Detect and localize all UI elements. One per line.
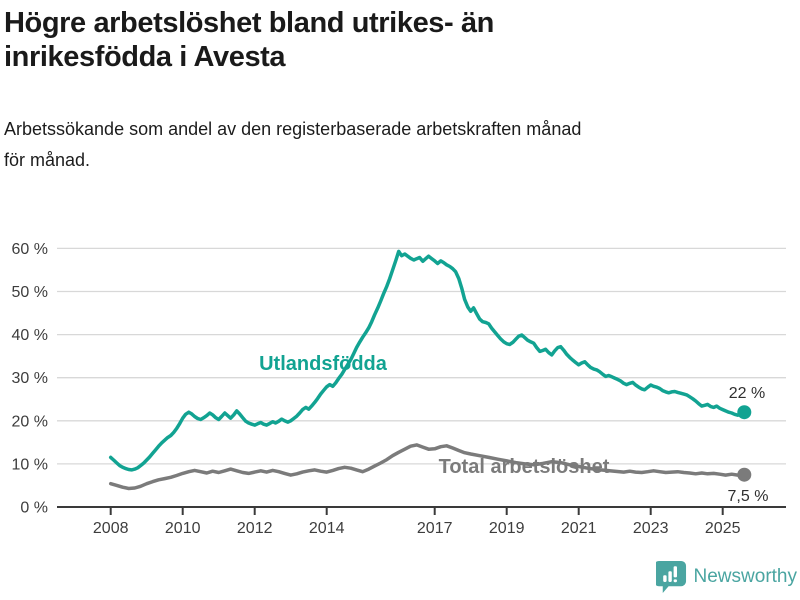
series-end-dot-total-arbetsloshet (737, 467, 752, 482)
newsworthy-wordmark: Newsworthy (693, 566, 797, 587)
line-chart: 0 % 10 % 20 % 30 % 40 % 50 % 60 % 2008 2010 2012 2… (0, 210, 800, 555)
x-axis-label: 2010 (165, 520, 201, 537)
chart-title: Högre arbetslöshet bland utrikes- än inr… (4, 7, 494, 73)
newsworthy-logo[interactable]: Newsworthy (655, 560, 797, 594)
series-line-total-arbetsloshet (108, 443, 747, 491)
x-axis-label: 2019 (489, 520, 525, 537)
y-axis-label: 0 % (20, 500, 48, 517)
y-axis-label: 60 % (12, 241, 48, 258)
x-axis-label: 2023 (633, 520, 669, 537)
x-axis-label: 2014 (309, 520, 345, 537)
x-axis-label: 2021 (561, 520, 597, 537)
series-end-dot-utlandsfodda (737, 405, 752, 420)
x-axis-label: 2008 (93, 520, 129, 537)
end-value-label-total-arbetsloshet: 7,5 % (728, 488, 769, 505)
y-axis-label: 20 % (12, 413, 48, 430)
series-line-utlandsfodda (108, 249, 747, 472)
series-label-total-arbetsloshet: Total arbetslöshet (439, 456, 610, 478)
y-axis-label: 50 % (12, 284, 48, 301)
x-axis-label: 2025 (705, 520, 741, 537)
end-value-label-utlandsfodda: 22 % (729, 385, 765, 402)
y-axis-label: 10 % (12, 456, 48, 473)
newsworthy-bubble-barchart-icon (655, 560, 686, 593)
y-axis-label: 40 % (12, 327, 48, 344)
line-chart-canvas: 0 % 10 % 20 % 30 % 40 % 50 % 60 % 2008 2010 2012 2… (12, 241, 786, 537)
x-axis-label: 2017 (417, 520, 453, 537)
chart-subtitle: Arbetssökande som andel av den registerb… (4, 119, 582, 170)
series-label-utlandsfodda: Utlandsfödda (259, 353, 388, 375)
x-axis-label: 2012 (237, 520, 273, 537)
y-axis-label: 30 % (12, 370, 48, 387)
